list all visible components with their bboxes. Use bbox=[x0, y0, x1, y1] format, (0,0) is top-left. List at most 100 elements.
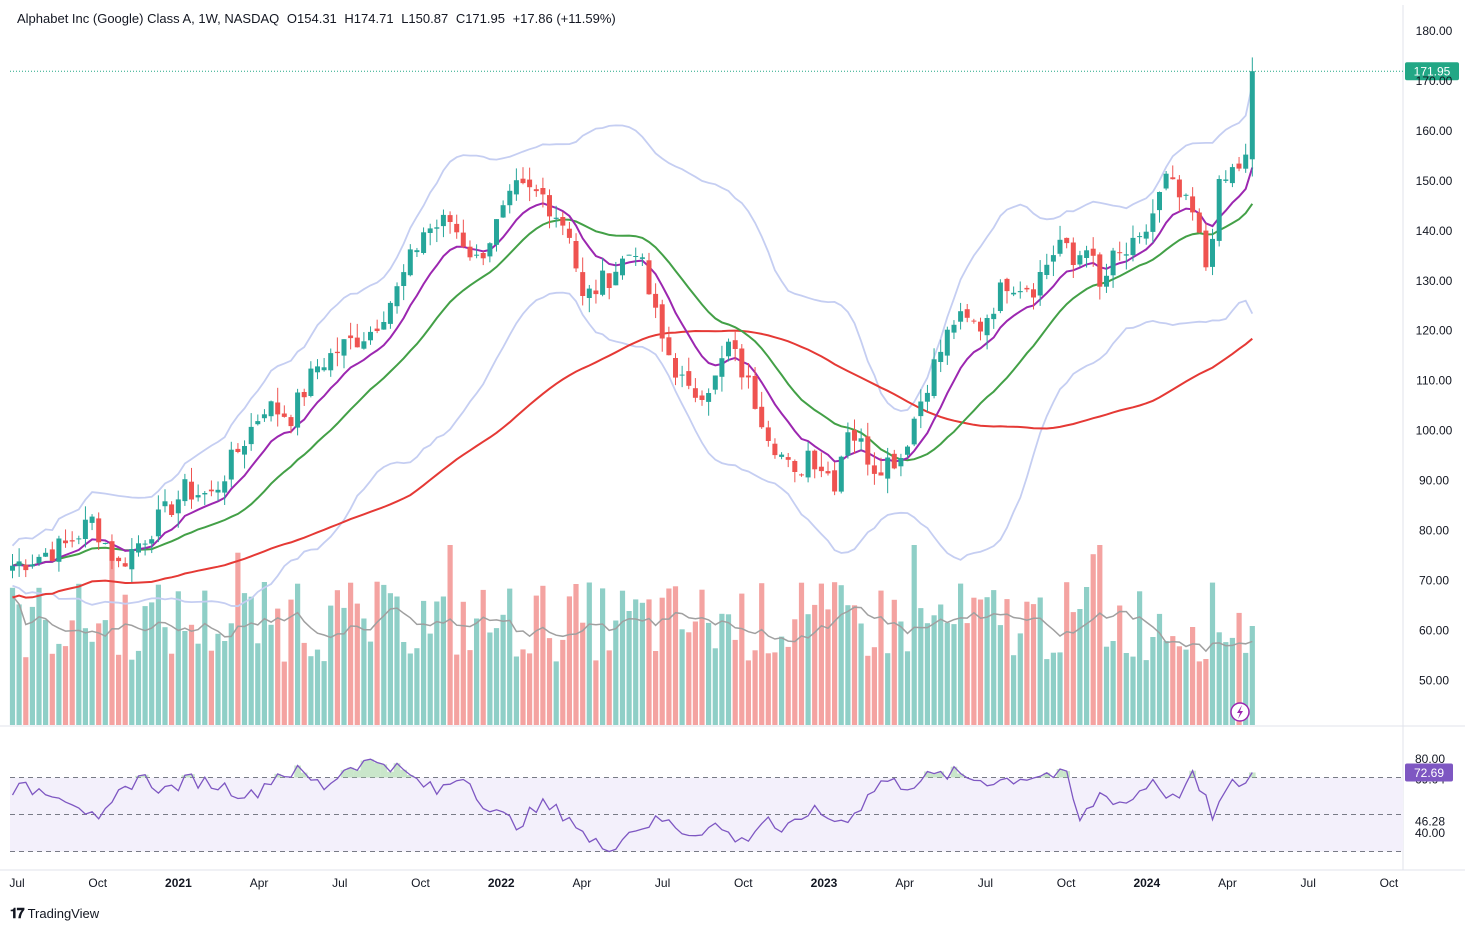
candle bbox=[507, 184, 513, 214]
candle-body bbox=[368, 331, 373, 341]
candle bbox=[712, 375, 718, 395]
candle-body bbox=[1050, 255, 1056, 262]
volume-bar bbox=[507, 588, 513, 725]
candle-body bbox=[109, 541, 115, 561]
volume-bar bbox=[288, 599, 294, 725]
candle bbox=[653, 283, 659, 319]
candle bbox=[1050, 245, 1056, 277]
candle bbox=[1070, 237, 1076, 278]
candle bbox=[865, 422, 871, 476]
candle-body bbox=[580, 272, 586, 296]
candle bbox=[56, 535, 62, 572]
volume-bar bbox=[1070, 612, 1076, 725]
candle-body bbox=[633, 256, 639, 257]
ohlc-close: C171.95 bbox=[455, 11, 505, 26]
volume-bar bbox=[1024, 601, 1030, 725]
candle-body bbox=[334, 351, 340, 354]
volume-bar bbox=[334, 590, 340, 725]
candle-body bbox=[553, 217, 559, 219]
candle-body bbox=[732, 340, 738, 349]
volume-bar bbox=[798, 582, 805, 725]
candle-body bbox=[924, 392, 930, 402]
candle bbox=[142, 540, 148, 556]
time-tick-label: Oct bbox=[734, 876, 753, 890]
volume-bar bbox=[646, 599, 652, 725]
volume-bar bbox=[805, 614, 811, 725]
volume-bar bbox=[500, 614, 506, 725]
candle bbox=[1236, 156, 1242, 172]
symbol-title[interactable]: Alphabet Inc (Google) Class A, 1W, NASDA… bbox=[17, 11, 280, 26]
volume-bar bbox=[1077, 609, 1083, 725]
candle-body bbox=[387, 302, 393, 324]
volume-bar bbox=[129, 659, 135, 725]
volume-bar bbox=[865, 655, 871, 725]
volume-bar bbox=[268, 624, 274, 725]
volume-bar bbox=[639, 602, 645, 725]
candle bbox=[361, 332, 367, 350]
candle-body bbox=[659, 304, 665, 339]
volume-bar bbox=[613, 620, 619, 725]
volume-bar bbox=[845, 605, 851, 725]
candle bbox=[626, 254, 632, 256]
candle-body bbox=[606, 273, 612, 288]
volume-bar bbox=[474, 618, 480, 725]
sma50-line bbox=[12, 203, 1254, 567]
candle bbox=[23, 559, 29, 578]
time-tick-label: 2024 bbox=[1133, 876, 1160, 890]
candle-body bbox=[56, 538, 62, 562]
candle-body bbox=[1163, 173, 1169, 189]
candle-body bbox=[102, 543, 108, 544]
candle bbox=[1163, 171, 1169, 191]
rsi-line bbox=[11, 758, 1253, 853]
candle-body bbox=[958, 311, 964, 322]
volume-bar bbox=[779, 636, 785, 725]
candle bbox=[633, 247, 639, 266]
candle bbox=[540, 177, 546, 208]
volume-bar bbox=[1103, 646, 1110, 725]
candle bbox=[368, 326, 373, 345]
candle bbox=[116, 556, 122, 568]
volume-bar bbox=[275, 608, 281, 725]
volume-bar bbox=[1064, 582, 1070, 725]
volume-bar bbox=[752, 650, 758, 725]
candle-body bbox=[440, 214, 446, 227]
volume-bar bbox=[321, 661, 327, 725]
candle bbox=[1130, 225, 1136, 262]
volume-bar bbox=[142, 606, 148, 725]
candle bbox=[905, 445, 910, 459]
candle-body bbox=[116, 557, 122, 562]
time-tick-label: Oct bbox=[411, 876, 430, 890]
time-tick-label: Jul bbox=[332, 876, 347, 890]
candle bbox=[149, 535, 155, 554]
volume-bar bbox=[421, 600, 427, 725]
candle-body bbox=[1123, 254, 1129, 256]
candle bbox=[812, 449, 818, 479]
price-tick-label: 90.00 bbox=[1419, 474, 1449, 488]
rsi-tick-label: 46.28 bbox=[1415, 814, 1445, 828]
candle bbox=[520, 167, 526, 185]
volume-bar bbox=[818, 583, 824, 725]
volume-bar bbox=[1236, 612, 1242, 725]
volume-bar bbox=[772, 652, 778, 725]
brand-label: TradingView bbox=[27, 906, 100, 921]
volume-bar bbox=[653, 651, 659, 725]
candle bbox=[772, 438, 778, 459]
candle bbox=[752, 367, 758, 410]
volume-bar bbox=[348, 582, 354, 725]
candle-body bbox=[136, 543, 141, 553]
candle bbox=[792, 459, 798, 483]
tradingview-brand[interactable]: 𝟏𝟕 TradingView bbox=[10, 905, 99, 922]
volume-bar bbox=[513, 656, 519, 725]
candle bbox=[1210, 228, 1215, 276]
volume-bar bbox=[1044, 659, 1050, 725]
candle bbox=[1176, 175, 1182, 212]
candle bbox=[162, 489, 168, 513]
candle-body bbox=[871, 465, 877, 474]
candle bbox=[759, 391, 765, 429]
candle bbox=[692, 378, 698, 403]
volume-bar bbox=[938, 604, 944, 725]
candle-body bbox=[772, 443, 778, 456]
volume-bar bbox=[527, 653, 533, 725]
candle-body bbox=[354, 337, 360, 348]
